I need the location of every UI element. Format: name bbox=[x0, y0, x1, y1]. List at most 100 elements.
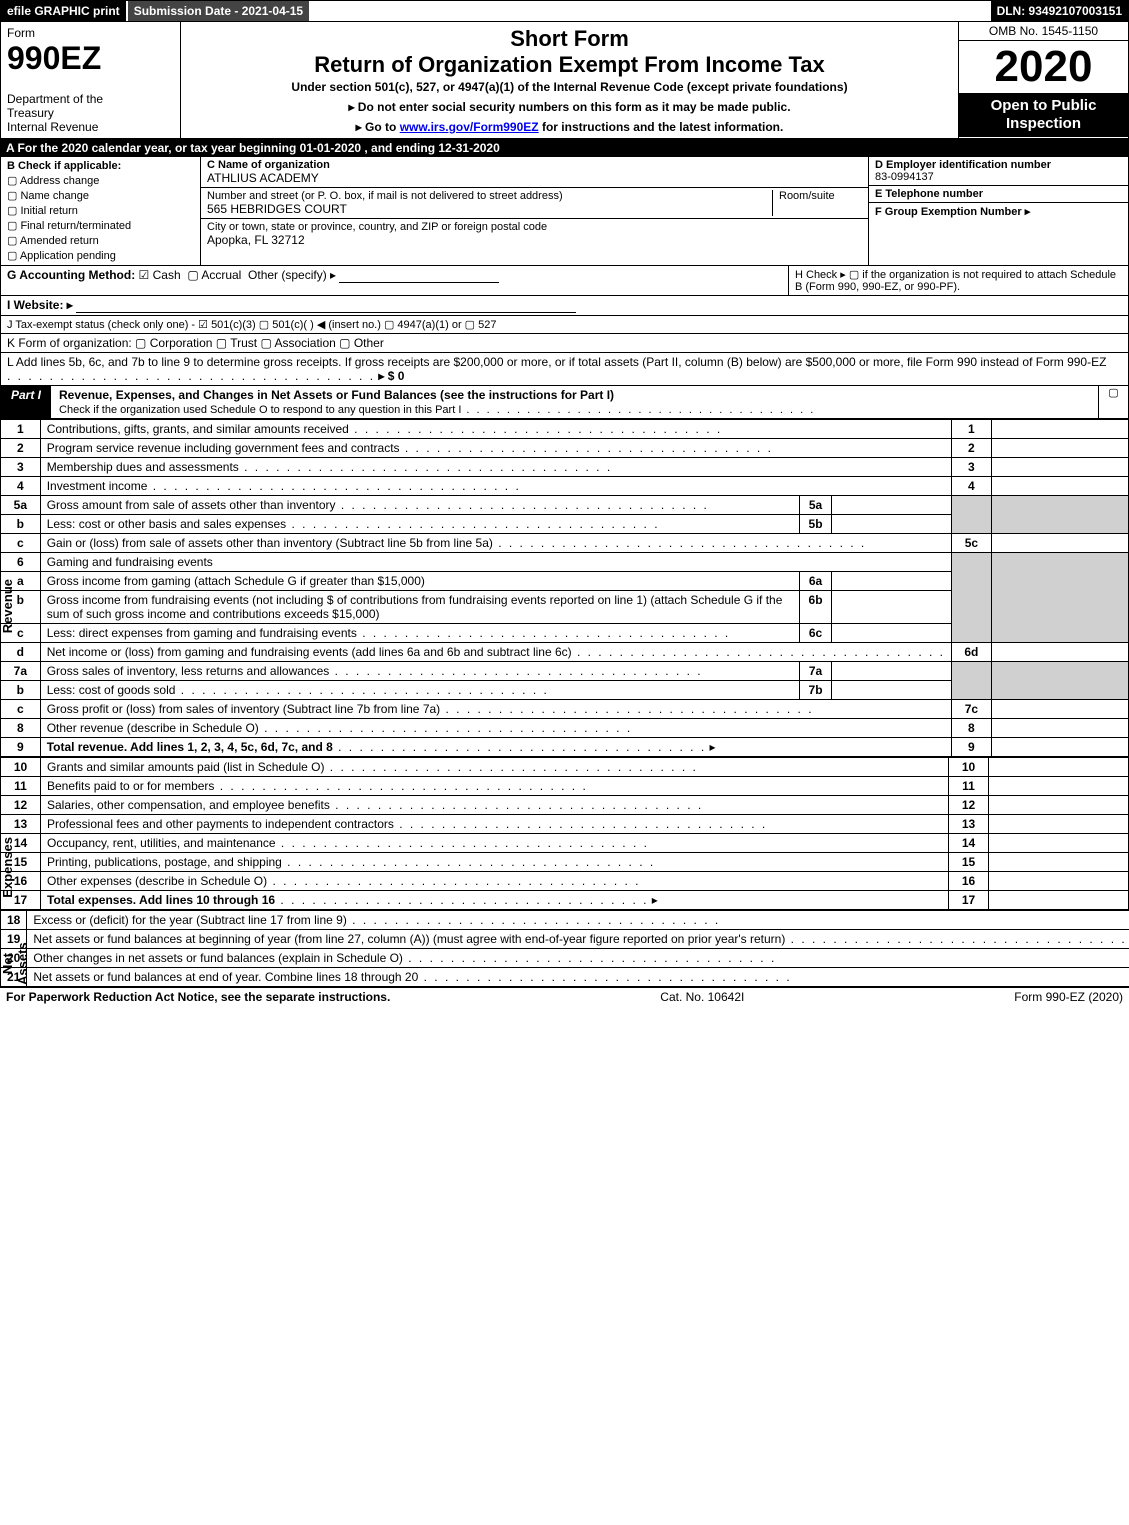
accrual-option[interactable]: ▢ Accrual bbox=[187, 268, 241, 282]
value-16[interactable] bbox=[989, 872, 1129, 891]
checkbox-amended-return[interactable]: Amended return bbox=[7, 233, 194, 248]
line-j: J Tax-exempt status (check only one) - ☑… bbox=[1, 316, 1128, 333]
net-assets-sidetab: Net Assets bbox=[0, 940, 32, 987]
value-7b[interactable] bbox=[832, 681, 952, 700]
line-11: 11Benefits paid to or for members11 bbox=[1, 777, 1129, 796]
line-16: 16Other expenses (describe in Schedule O… bbox=[1, 872, 1129, 891]
value-5c[interactable] bbox=[991, 534, 1128, 553]
value-2[interactable] bbox=[991, 439, 1128, 458]
accounting-row: G Accounting Method: ☑ Cash ▢ Accrual Ot… bbox=[0, 266, 1129, 296]
org-name-label: C Name of organization bbox=[207, 159, 862, 171]
value-7a[interactable] bbox=[832, 662, 952, 681]
dept-line1: Department of the bbox=[7, 92, 174, 106]
efile-label: efile GRAPHIC print bbox=[1, 1, 126, 21]
room-suite-label: Room/suite bbox=[772, 190, 862, 216]
value-3[interactable] bbox=[991, 458, 1128, 477]
revenue-sidetab: Revenue bbox=[0, 579, 17, 633]
value-9[interactable] bbox=[991, 738, 1128, 757]
tax-year: 2020 bbox=[959, 41, 1128, 93]
value-6b[interactable] bbox=[832, 591, 952, 624]
title-main: Return of Organization Exempt From Incom… bbox=[189, 52, 950, 78]
value-10[interactable] bbox=[989, 758, 1129, 777]
submission-date-button[interactable]: Submission Date - 2021-04-15 bbox=[126, 1, 311, 21]
value-14[interactable] bbox=[989, 834, 1129, 853]
goto-line: ▸ Go to www.irs.gov/Form990EZ for instru… bbox=[189, 120, 950, 134]
net-assets-section: Net Assets 18Excess or (deficit) for the… bbox=[0, 910, 1129, 987]
dept-line2: Treasury bbox=[7, 106, 174, 120]
footer-center: Cat. No. 10642I bbox=[660, 990, 744, 1004]
website-label: I Website: ▸ bbox=[7, 298, 73, 312]
value-5b[interactable] bbox=[832, 515, 952, 534]
value-13[interactable] bbox=[989, 815, 1129, 834]
line-10: 10Grants and similar amounts paid (list … bbox=[1, 758, 1129, 777]
expenses-table: 10Grants and similar amounts paid (list … bbox=[0, 757, 1129, 910]
title-short-form: Short Form bbox=[189, 26, 950, 52]
checkbox-initial-return[interactable]: Initial return bbox=[7, 203, 194, 218]
section-def: D Employer identification number 83-0994… bbox=[868, 157, 1128, 265]
line-21: 21Net assets or fund balances at end of … bbox=[1, 968, 1129, 987]
part1-header: Part I Revenue, Expenses, and Changes in… bbox=[0, 386, 1129, 419]
warning-ssn: ▸ Do not enter social security numbers o… bbox=[189, 100, 950, 114]
value-5a[interactable] bbox=[832, 496, 952, 515]
line-8: 8Other revenue (describe in Schedule O)8 bbox=[1, 719, 1129, 738]
value-11[interactable] bbox=[989, 777, 1129, 796]
line-12: 12Salaries, other compensation, and empl… bbox=[1, 796, 1129, 815]
street-value: 565 HEBRIDGES COURT bbox=[207, 202, 772, 216]
value-1[interactable] bbox=[991, 420, 1128, 439]
value-6c[interactable] bbox=[832, 624, 952, 643]
other-option[interactable]: Other (specify) ▸ bbox=[248, 268, 336, 282]
title-sub: Under section 501(c), 527, or 4947(a)(1)… bbox=[189, 80, 950, 94]
top-bar: efile GRAPHIC print Submission Date - 20… bbox=[0, 0, 1129, 22]
line-19: 19Net assets or fund balances at beginni… bbox=[1, 930, 1129, 949]
omb-number: OMB No. 1545-1150 bbox=[959, 22, 1128, 41]
tax-exempt-row: J Tax-exempt status (check only one) - ☑… bbox=[0, 316, 1129, 334]
street-label: Number and street (or P. O. box, if mail… bbox=[207, 190, 772, 202]
checkbox-address-change[interactable]: Address change bbox=[7, 173, 194, 188]
part1-checkbox[interactable]: ▢ bbox=[1098, 386, 1128, 418]
value-7c[interactable] bbox=[991, 700, 1128, 719]
line-17: 17Total expenses. Add lines 10 through 1… bbox=[1, 891, 1129, 910]
value-8[interactable] bbox=[991, 719, 1128, 738]
value-12[interactable] bbox=[989, 796, 1129, 815]
cash-option[interactable]: ☑ Cash bbox=[139, 268, 181, 282]
irs-link[interactable]: www.irs.gov/Form990EZ bbox=[400, 120, 539, 134]
group-exemption-label: F Group Exemption Number ▸ bbox=[869, 203, 1128, 220]
line-k: K Form of organization: ▢ Corporation ▢ … bbox=[1, 334, 1128, 352]
checkbox-application-pending[interactable]: Application pending bbox=[7, 248, 194, 263]
line-5a: 5aGross amount from sale of assets other… bbox=[1, 496, 1129, 515]
checkbox-name-change[interactable]: Name change bbox=[7, 188, 194, 203]
city-block: City or town, state or province, country… bbox=[201, 219, 868, 249]
line-l-amount: ▸ $ 0 bbox=[378, 369, 404, 383]
expenses-sidetab: Expenses bbox=[0, 837, 17, 898]
value-4[interactable] bbox=[991, 477, 1128, 496]
line-5c: cGain or (loss) from sale of assets othe… bbox=[1, 534, 1129, 553]
page-footer: For Paperwork Reduction Act Notice, see … bbox=[0, 987, 1129, 1006]
dept-line3: Internal Revenue bbox=[7, 120, 174, 134]
value-6d[interactable] bbox=[991, 643, 1128, 662]
entity-block: B Check if applicable: Address change Na… bbox=[0, 157, 1129, 266]
tax-period-bar: A For the 2020 calendar year, or tax yea… bbox=[0, 139, 1129, 157]
org-name: ATHLIUS ACADEMY bbox=[207, 171, 862, 185]
part1-title: Revenue, Expenses, and Changes in Net As… bbox=[51, 386, 1098, 418]
line-18: 18Excess or (deficit) for the year (Subt… bbox=[1, 911, 1129, 930]
department-block: Department of the Treasury Internal Reve… bbox=[7, 92, 174, 134]
goto-post: for instructions and the latest informat… bbox=[539, 120, 784, 134]
value-17[interactable] bbox=[989, 891, 1129, 910]
net-assets-table: 18Excess or (deficit) for the year (Subt… bbox=[0, 910, 1129, 987]
header-right: OMB No. 1545-1150 2020 Open to Public In… bbox=[958, 22, 1128, 138]
line-3: 3Membership dues and assessments3 bbox=[1, 458, 1129, 477]
open-to-public: Open to Public Inspection bbox=[959, 93, 1128, 137]
line-1: 1Contributions, gifts, grants, and simil… bbox=[1, 420, 1129, 439]
gross-receipts-row: L Add lines 5b, 6c, and 7b to line 9 to … bbox=[0, 353, 1129, 386]
form-label: Form bbox=[7, 26, 174, 40]
value-15[interactable] bbox=[989, 853, 1129, 872]
footer-right: Form 990-EZ (2020) bbox=[1014, 990, 1123, 1004]
line-6: 6Gaming and fundraising events bbox=[1, 553, 1129, 572]
checkbox-final-return[interactable]: Final return/terminated bbox=[7, 218, 194, 233]
line-13: 13Professional fees and other payments t… bbox=[1, 815, 1129, 834]
header-left: Form 990EZ Department of the Treasury In… bbox=[1, 22, 181, 138]
value-6a[interactable] bbox=[832, 572, 952, 591]
form-number: 990EZ bbox=[7, 40, 174, 77]
section-b-heading: B Check if applicable: bbox=[7, 159, 194, 173]
city-value: Apopka, FL 32712 bbox=[207, 233, 862, 247]
